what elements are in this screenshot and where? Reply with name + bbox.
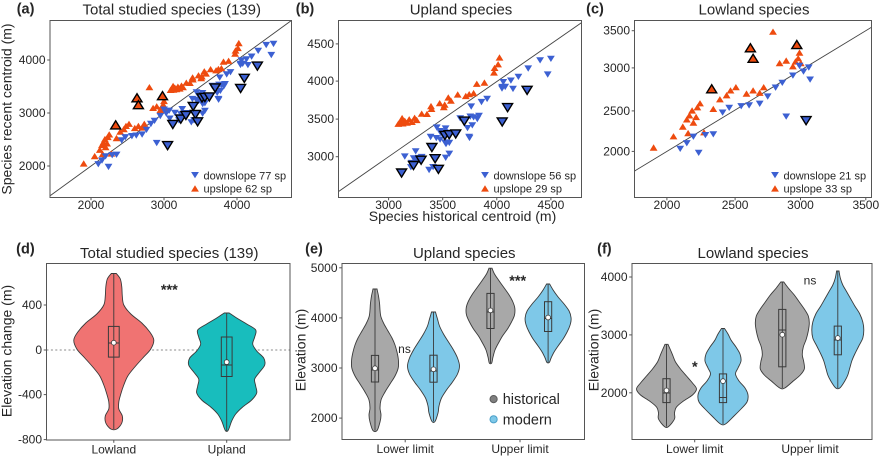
svg-text:-400: -400: [18, 388, 42, 402]
svg-text:3000: 3000: [151, 198, 178, 212]
svg-text:4500: 4500: [307, 37, 334, 51]
svg-text:2000: 2000: [601, 386, 628, 400]
svg-text:4000: 4000: [307, 74, 334, 88]
svg-text:400: 400: [22, 298, 42, 312]
svg-text:Upper limit: Upper limit: [491, 442, 549, 456]
svg-text:3000: 3000: [375, 198, 402, 212]
svg-text:4000: 4000: [311, 311, 338, 325]
svg-text:3000: 3000: [601, 328, 628, 342]
svg-text:Lowland: Lowland: [91, 443, 136, 457]
svg-text:Elevation (m): Elevation (m): [293, 309, 309, 391]
svg-text:(f): (f): [597, 242, 612, 258]
svg-text:0: 0: [35, 343, 42, 357]
svg-text:3000: 3000: [19, 106, 46, 120]
svg-text:3000: 3000: [787, 198, 814, 212]
svg-text:downslope 21 sp: downslope 21 sp: [784, 170, 867, 182]
svg-text:ns: ns: [398, 342, 411, 356]
svg-text:Lower limit: Lower limit: [666, 442, 724, 456]
svg-text:2000: 2000: [19, 159, 46, 173]
svg-text:3000: 3000: [311, 361, 338, 375]
svg-text:Total studied species (139): Total studied species (139): [83, 2, 261, 19]
svg-text:(e): (e): [305, 242, 323, 258]
svg-text:3000: 3000: [603, 61, 630, 75]
svg-text:Upland species: Upland species: [410, 2, 513, 19]
svg-text:-800: -800: [18, 433, 42, 447]
svg-text:3000: 3000: [307, 150, 334, 164]
svg-text:2000: 2000: [311, 411, 338, 425]
svg-text:2000: 2000: [654, 198, 681, 212]
svg-text:modern: modern: [503, 412, 552, 428]
svg-text:downslope 77 sp: downslope 77 sp: [204, 170, 287, 182]
svg-text:ns: ns: [804, 274, 817, 288]
svg-text:Upland: Upland: [208, 443, 246, 457]
svg-text:3500: 3500: [429, 198, 456, 212]
svg-text:4000: 4000: [483, 198, 510, 212]
svg-text:Lower limit: Lower limit: [377, 442, 435, 456]
svg-text:5000: 5000: [311, 261, 338, 275]
svg-text:upslope 62 sp: upslope 62 sp: [204, 183, 273, 195]
svg-text:*: *: [692, 360, 698, 376]
svg-text:2500: 2500: [722, 198, 749, 212]
svg-text:upslope 33 sp: upslope 33 sp: [784, 183, 853, 195]
svg-text:(a): (a): [17, 2, 35, 18]
svg-text:Lowland species: Lowland species: [698, 245, 809, 262]
svg-text:Elevation change (m): Elevation change (m): [0, 285, 15, 417]
svg-text:(d): (d): [16, 242, 35, 258]
svg-text:4000: 4000: [601, 270, 628, 284]
svg-text:2000: 2000: [603, 144, 630, 158]
svg-text:(c): (c): [586, 2, 604, 18]
svg-text:Lowland species: Lowland species: [699, 2, 810, 19]
svg-text:4000: 4000: [224, 198, 251, 212]
svg-text:Upland species: Upland species: [413, 245, 516, 262]
svg-text:3500: 3500: [603, 24, 630, 38]
svg-text:Species recent centroid (m): Species recent centroid (m): [0, 23, 15, 194]
svg-text:2500: 2500: [603, 104, 630, 118]
svg-text:4500: 4500: [538, 198, 565, 212]
svg-text:(b): (b): [296, 2, 315, 18]
svg-text:Total studied species (139): Total studied species (139): [80, 245, 258, 262]
svg-text:Upper limit: Upper limit: [781, 442, 839, 456]
svg-text:Species historical centroid (m: Species historical centroid (m): [369, 208, 557, 224]
svg-text:2000: 2000: [78, 198, 105, 212]
svg-text:historical: historical: [503, 392, 560, 408]
svg-text:***: ***: [509, 274, 526, 290]
svg-text:3500: 3500: [307, 112, 334, 126]
svg-text:upslope 29 sp: upslope 29 sp: [494, 183, 563, 195]
svg-text:Elevation (m): Elevation (m): [586, 309, 602, 391]
svg-text:***: ***: [161, 282, 178, 298]
svg-text:3500: 3500: [852, 198, 879, 212]
svg-text:downslope 56 sp: downslope 56 sp: [494, 170, 577, 182]
svg-text:4000: 4000: [19, 53, 46, 67]
